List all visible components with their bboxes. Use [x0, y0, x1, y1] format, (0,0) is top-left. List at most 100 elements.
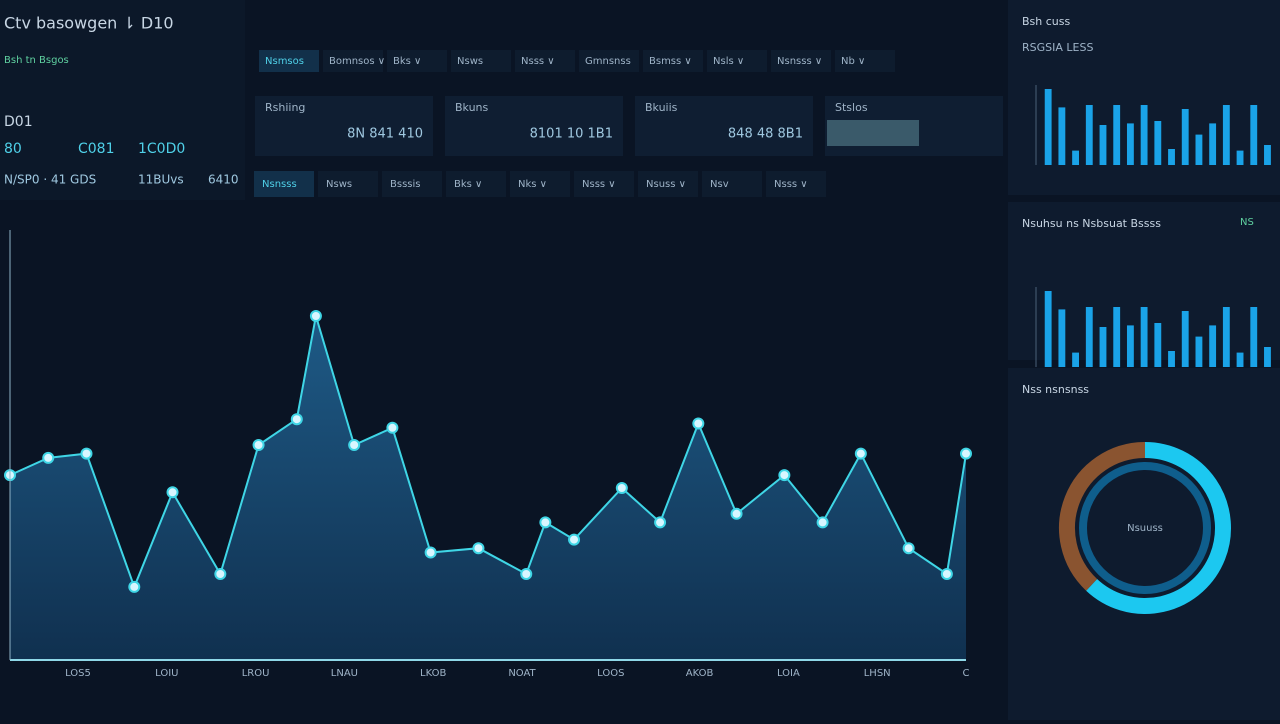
stat-value: 1C0D0 [138, 141, 185, 157]
bar [1236, 352, 1244, 367]
tab[interactable] [702, 171, 762, 197]
tab[interactable] [318, 171, 378, 197]
tab-label[interactable]: Nsss ∨ [521, 56, 555, 67]
bar [1168, 351, 1175, 367]
tab[interactable] [643, 50, 703, 72]
stat-value: C081 [78, 141, 115, 157]
bar [1140, 105, 1148, 165]
tab-label[interactable]: Bsssis [390, 179, 420, 190]
card [635, 96, 813, 156]
tab-label[interactable]: Nsmsos [265, 56, 304, 67]
tab[interactable] [766, 171, 826, 197]
card-label: Rshiing [265, 101, 305, 114]
tab[interactable] [387, 50, 447, 72]
tab[interactable] [574, 171, 634, 197]
point [80, 447, 93, 460]
donut-segment [1059, 442, 1146, 591]
bar [1154, 121, 1162, 165]
point [42, 451, 55, 464]
bar [1250, 307, 1258, 367]
tab[interactable] [510, 171, 570, 197]
point [940, 568, 953, 580]
tab[interactable] [771, 50, 831, 72]
donut-label: Nsuuss [1127, 523, 1163, 534]
tab[interactable] [446, 171, 506, 197]
area [10, 316, 966, 660]
point [424, 546, 437, 559]
stat-value: 11BUvs [138, 173, 184, 187]
tab-label[interactable]: Nsuss ∨ [646, 179, 686, 190]
bar [1072, 150, 1080, 165]
point [692, 417, 705, 430]
donut-segment [1086, 442, 1231, 614]
bar [1209, 325, 1217, 367]
tab-label[interactable]: Nsnsss [262, 179, 297, 190]
tab-label[interactable]: Nsls ∨ [713, 56, 744, 67]
x-tick-label: LOS5 [65, 668, 91, 679]
tab-label[interactable]: Nks ∨ [518, 179, 547, 190]
tab[interactable] [382, 171, 442, 197]
tab[interactable] [451, 50, 511, 72]
tab-label[interactable]: Bsmss ∨ [649, 56, 692, 67]
tab-label[interactable]: Nsv [710, 179, 729, 190]
tab[interactable] [638, 171, 698, 197]
bar [1222, 105, 1230, 165]
stat-label: D01 [4, 114, 33, 130]
title: Ctv basowgen ⇂ D10 [4, 14, 174, 33]
tab[interactable] [515, 50, 575, 72]
donut-inner [1079, 462, 1211, 594]
bar [1044, 89, 1052, 165]
point [539, 516, 552, 529]
bar [1085, 105, 1093, 165]
tab-label[interactable]: Nb ∨ [841, 56, 865, 67]
bar [1264, 347, 1271, 367]
tab[interactable] [259, 50, 319, 72]
bar [1195, 134, 1203, 165]
point [290, 413, 303, 426]
tab-label[interactable]: Bks ∨ [393, 56, 421, 67]
tab-label[interactable]: Nsws [457, 56, 483, 67]
bar [1126, 325, 1134, 367]
tab-label[interactable]: Nsss ∨ [582, 179, 616, 190]
tab-label[interactable]: Nsnsss ∨ [777, 56, 822, 67]
tab-label[interactable]: Bks ∨ [454, 179, 482, 190]
card-label: Stslos [835, 101, 868, 114]
tab[interactable] [323, 50, 383, 72]
bar [1264, 145, 1271, 165]
panel-title: Nss nsnsnss [1022, 383, 1089, 396]
card [445, 96, 623, 156]
left-panel [0, 0, 245, 200]
subtitle: Bsh tn Bsgos [4, 55, 69, 66]
tab-label[interactable]: Bomnsos ∨ [329, 56, 385, 67]
card-value: 8N 841 410 [347, 127, 423, 142]
bar [1168, 149, 1175, 165]
tab-label[interactable]: Nsws [326, 179, 352, 190]
point [348, 439, 361, 451]
x-tick-label: LOIU [155, 668, 178, 679]
card-label: Bkuns [455, 101, 489, 114]
tab-label[interactable]: Gmnsnss [585, 56, 631, 67]
tab[interactable] [707, 50, 767, 72]
tab[interactable] [835, 50, 895, 72]
bar [1085, 307, 1093, 367]
tab-label[interactable]: Nsss ∨ [774, 179, 808, 190]
point [778, 469, 791, 482]
x-tick-label: LHSN [864, 668, 891, 679]
point [520, 568, 533, 580]
point [128, 580, 141, 593]
bar [1140, 307, 1148, 367]
point [386, 421, 399, 434]
x-tick-label: NOAT [508, 668, 536, 679]
bar [1058, 309, 1066, 367]
x-tick-label: LOIA [777, 668, 800, 679]
bar [1222, 307, 1230, 367]
bar [1195, 336, 1203, 367]
panel-title: Bsh cuss [1022, 15, 1070, 28]
point [854, 447, 867, 460]
bar [1113, 307, 1121, 367]
card-bar [827, 120, 919, 146]
tab[interactable] [254, 171, 314, 197]
stat-value: 6410 [208, 173, 239, 187]
tab[interactable] [579, 50, 639, 72]
